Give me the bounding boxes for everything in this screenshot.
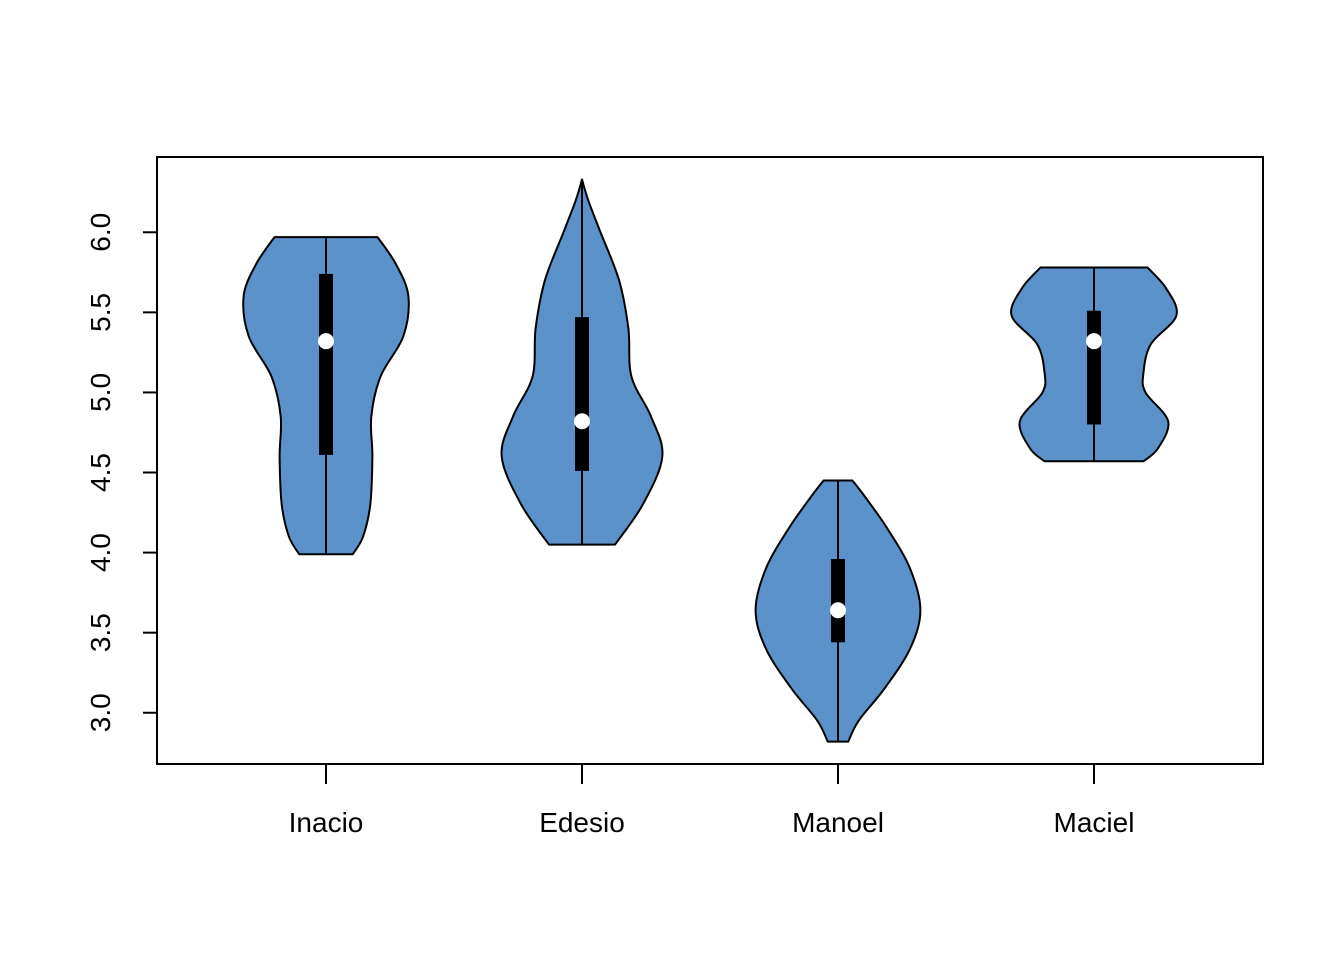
y-tick-label: 5.0 (85, 373, 116, 412)
y-tick-label: 4.0 (85, 533, 116, 572)
y-tick-label: 4.5 (85, 453, 116, 492)
x-tick-label: Maciel (1054, 807, 1135, 838)
y-tick-label: 3.0 (85, 693, 116, 732)
x-tick-label: Manoel (792, 807, 884, 838)
violin-inacio (242, 236, 410, 556)
x-tick-label: Edesio (539, 807, 625, 838)
violin-manoel (754, 479, 922, 743)
x-tick-label: Inacio (289, 807, 364, 838)
violin-iqr-box (831, 558, 845, 643)
y-tick-label: 5.5 (85, 293, 116, 332)
violin-median-point (318, 333, 334, 350)
violin-iqr-box (575, 317, 589, 471)
violin-iqr-box (1087, 310, 1101, 425)
y-tick-label: 6.0 (85, 213, 116, 252)
violin-median-point (1086, 333, 1102, 350)
violin-iqr-box (319, 273, 333, 455)
violin-median-point (830, 602, 846, 619)
x-axis: Inacio Edesio Manoel Maciel (289, 763, 1135, 838)
violin-maciel (1010, 266, 1178, 463)
violins-layer (242, 178, 1178, 743)
violin-median-point (574, 413, 590, 430)
y-axis: 3.0 3.5 4.0 4.5 5.0 5.5 6.0 (85, 213, 158, 732)
violin-edesio (500, 178, 664, 546)
y-tick-label: 3.5 (85, 613, 116, 652)
